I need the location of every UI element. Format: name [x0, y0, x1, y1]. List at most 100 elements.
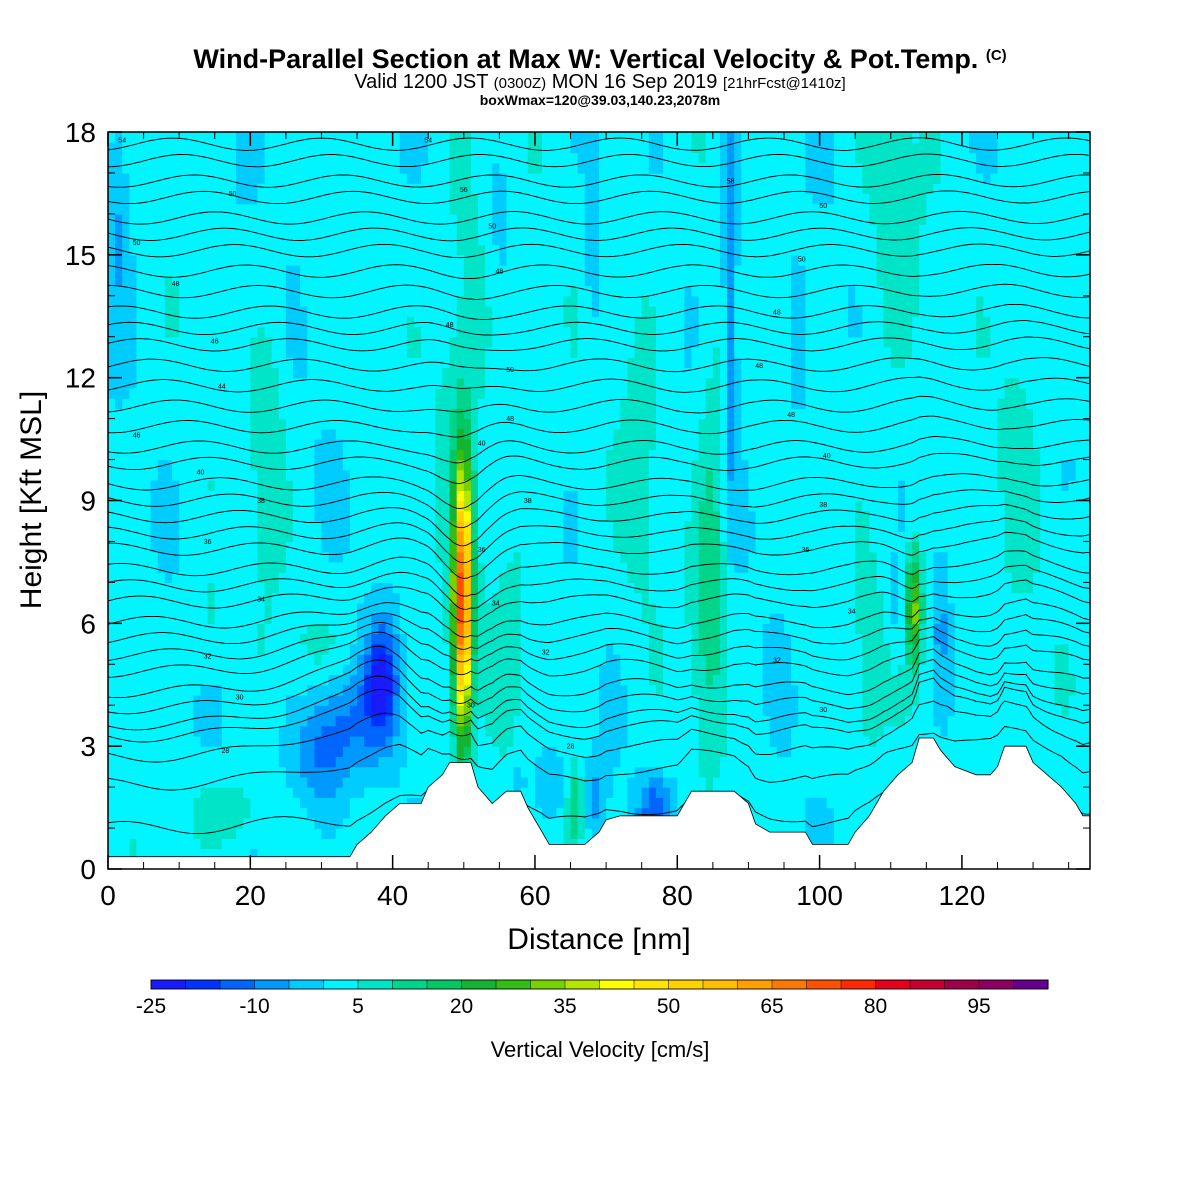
- velocity-cell: [506, 387, 515, 399]
- velocity-cell: [186, 623, 194, 635]
- velocity-cell: [264, 602, 273, 614]
- velocity-cell: [157, 142, 166, 154]
- velocity-cell: [186, 439, 194, 450]
- velocity-cell: [563, 449, 572, 461]
- velocity-cell: [129, 541, 138, 553]
- velocity-cell: [257, 817, 266, 829]
- velocity-cell: [392, 408, 401, 420]
- velocity-cell: [527, 592, 536, 604]
- velocity-cell: [164, 234, 173, 246]
- velocity-cell: [406, 592, 415, 604]
- velocity-cell: [314, 346, 323, 358]
- velocity-cell: [108, 244, 116, 256]
- velocity-cell: [293, 193, 301, 205]
- velocity-cell: [122, 561, 130, 573]
- velocity-cell: [520, 705, 529, 717]
- velocity-cell: [250, 551, 259, 563]
- velocity-cell: [115, 643, 123, 655]
- velocity-cell: [193, 449, 202, 461]
- velocity-cell: [250, 582, 259, 594]
- velocity-cell: [271, 244, 280, 256]
- velocity-cell: [577, 602, 586, 614]
- velocity-cell: [136, 500, 145, 512]
- velocity-cell: [492, 654, 500, 665]
- velocity-cell: [328, 848, 337, 860]
- velocity-cell: [136, 602, 145, 614]
- velocity-cell: [278, 787, 287, 798]
- velocity-cell: [485, 654, 493, 665]
- velocity-cell: [392, 152, 401, 164]
- velocity-cell: [542, 480, 550, 491]
- velocity-cell: [193, 459, 202, 471]
- velocity-cell: [328, 295, 337, 307]
- velocity-cell: [172, 541, 180, 553]
- velocity-cell: [584, 510, 593, 522]
- velocity-cell: [228, 387, 237, 399]
- velocity-cell: [478, 674, 486, 686]
- velocity-cell: [250, 848, 259, 860]
- velocity-cell: [470, 664, 479, 676]
- velocity-cell: [172, 807, 180, 819]
- velocity-cell: [293, 295, 301, 307]
- velocity-cell: [499, 306, 508, 317]
- velocity-cell: [293, 776, 301, 788]
- velocity-cell: [307, 490, 315, 502]
- velocity-cell: [385, 684, 394, 696]
- velocity-cell: [179, 480, 187, 491]
- velocity-cell: [307, 838, 315, 850]
- velocity-cell: [150, 265, 159, 276]
- velocity-cell: [122, 469, 130, 481]
- velocity-cell: [364, 480, 372, 491]
- velocity-cell: [364, 735, 372, 747]
- velocity-cell: [542, 439, 550, 450]
- velocity-cell: [115, 142, 123, 154]
- velocity-cell: [421, 756, 429, 768]
- velocity-cell: [549, 162, 557, 174]
- velocity-cell: [193, 735, 202, 747]
- velocity-cell: [499, 326, 508, 338]
- velocity-cell: [335, 694, 344, 706]
- velocity-cell: [193, 439, 202, 450]
- velocity-cell: [492, 623, 500, 635]
- velocity-cell: [399, 582, 408, 594]
- velocity-cell: [371, 664, 380, 676]
- velocity-cell: [470, 224, 479, 235]
- velocity-cell: [143, 295, 152, 307]
- velocity-cell: [150, 326, 159, 338]
- velocity-cell: [285, 490, 294, 502]
- velocity-cell: [115, 295, 123, 307]
- velocity-cell: [207, 674, 216, 686]
- velocity-cell: [563, 602, 572, 614]
- velocity-cell: [570, 664, 579, 676]
- velocity-cell: [193, 674, 202, 686]
- velocity-cell: [499, 705, 508, 717]
- velocity-cell: [527, 715, 536, 727]
- velocity-cell: [157, 132, 166, 143]
- velocity-cell: [556, 531, 565, 543]
- velocity-cell: [285, 408, 294, 420]
- velocity-cell: [364, 787, 372, 798]
- velocity-cell: [577, 172, 586, 184]
- velocity-cell: [328, 213, 337, 225]
- velocity-cell: [591, 275, 600, 287]
- velocity-cell: [492, 336, 500, 348]
- velocity-cell: [122, 776, 130, 788]
- velocity-cell: [442, 316, 451, 328]
- velocity-cell: [179, 285, 187, 297]
- velocity-cell: [271, 715, 280, 727]
- velocity-cell: [364, 418, 372, 430]
- velocity-cell: [172, 316, 180, 328]
- velocity-cell: [257, 346, 266, 358]
- velocity-cell: [584, 172, 593, 184]
- velocity-cell: [371, 725, 380, 737]
- velocity-cell: [421, 582, 429, 594]
- velocity-cell: [371, 213, 380, 225]
- velocity-cell: [584, 275, 593, 287]
- velocity-cell: [250, 756, 259, 768]
- velocity-cell: [435, 162, 444, 174]
- velocity-cell: [556, 828, 565, 839]
- velocity-cell: [349, 316, 358, 328]
- velocity-cell: [321, 735, 330, 747]
- velocity-cell: [186, 285, 194, 297]
- velocity-cell: [172, 285, 180, 297]
